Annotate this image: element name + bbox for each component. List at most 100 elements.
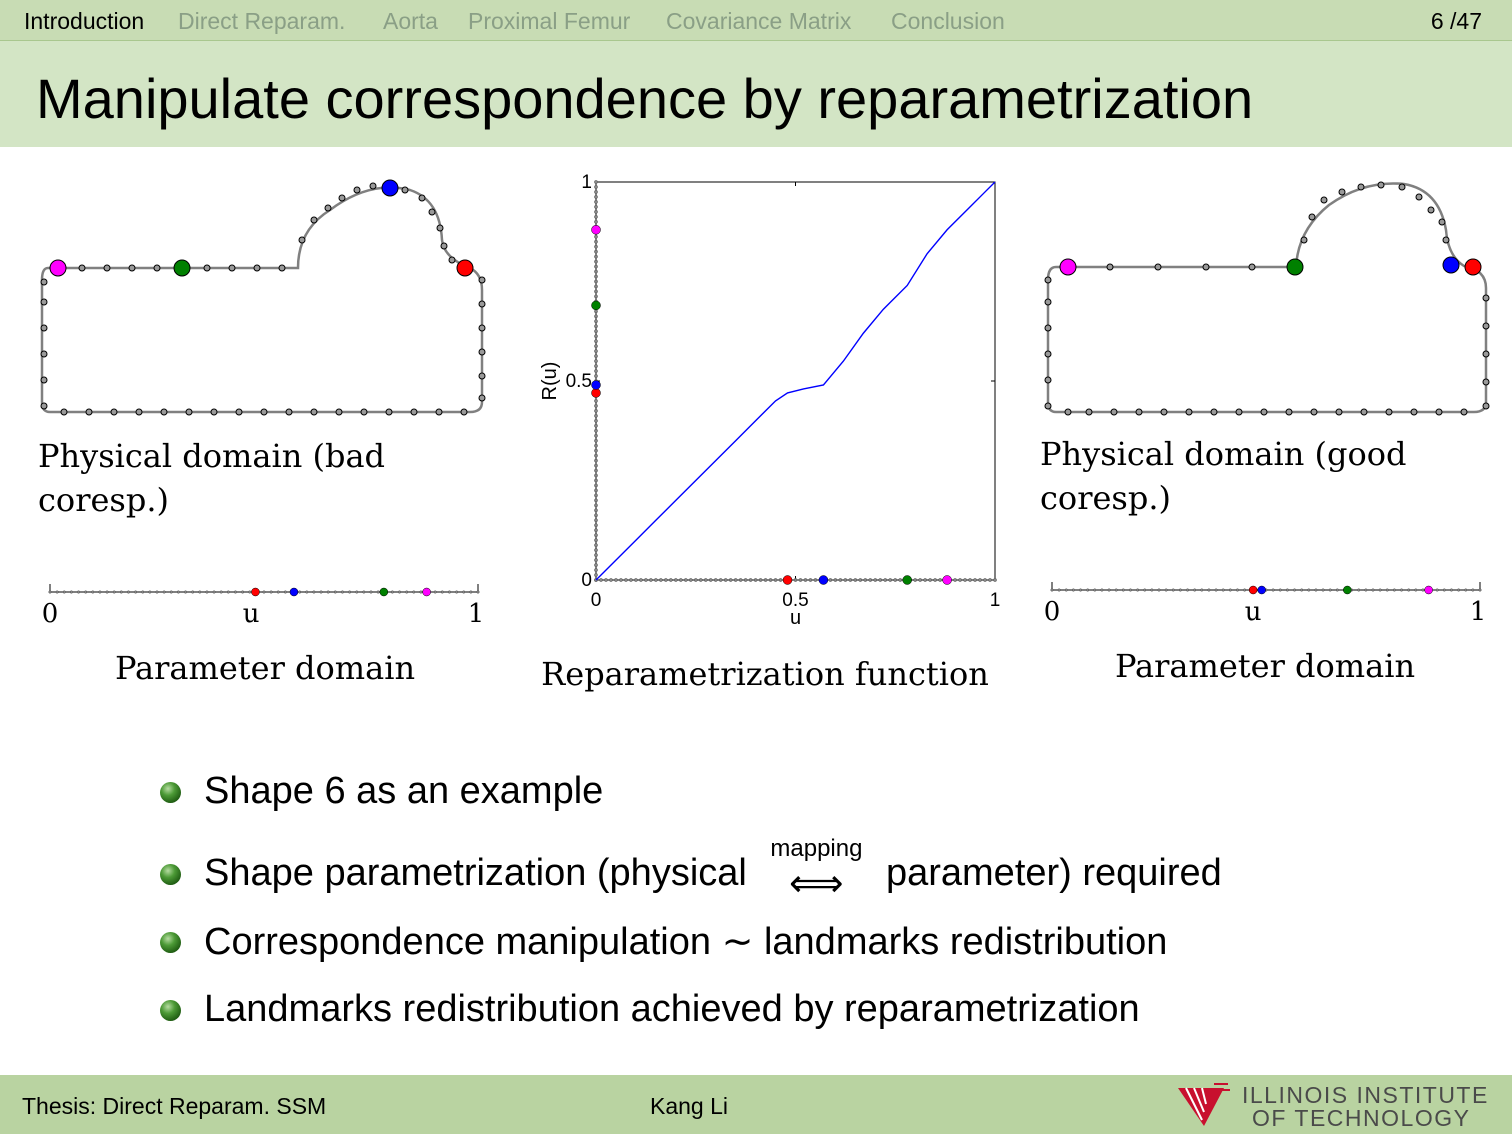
x-sample-point	[604, 578, 608, 582]
y-sample-point	[594, 205, 598, 209]
param-point	[398, 590, 402, 594]
slide-title: Manipulate correspondence by reparametri…	[36, 67, 1254, 130]
caption-physical-good-2: coresp.)	[1040, 479, 1171, 517]
param-point	[176, 590, 180, 594]
nav-item-aorta[interactable]: Aorta	[383, 8, 438, 34]
bullet-text: Shape 6 as an example	[204, 770, 604, 812]
param-axis-label-end: 1	[468, 599, 485, 629]
x-sample-point	[878, 578, 883, 582]
param-point	[1150, 588, 1154, 592]
param-point	[1064, 588, 1068, 592]
y-axis-label: R(u)	[539, 362, 561, 401]
y-sample-point	[594, 428, 598, 433]
param-point	[1385, 588, 1389, 592]
param-point	[226, 590, 230, 594]
param-point	[1136, 588, 1140, 592]
y-sample-point	[594, 523, 598, 528]
x-sample-point	[968, 578, 972, 582]
param-point	[191, 590, 195, 594]
logo-line-1: ILLINOIS INSTITUTE	[1242, 1082, 1489, 1108]
x-sample-point	[898, 578, 903, 582]
y-sample-point	[594, 418, 598, 423]
footer: Thesis: Direct Reparam. SSM Kang Li ILLI…	[0, 1075, 1512, 1134]
nav-item-conclusion[interactable]: Conclusion	[891, 8, 1005, 34]
param-landmark	[1343, 585, 1352, 595]
x-sample-point	[933, 578, 937, 582]
param-point	[298, 590, 302, 594]
param-point	[362, 590, 366, 594]
x-sample-point	[763, 578, 768, 582]
param-point	[1114, 588, 1118, 592]
param-point	[455, 590, 459, 594]
y-sample-point	[594, 399, 598, 403]
x-sample-point	[928, 578, 932, 582]
param-point	[241, 590, 245, 594]
param-point	[340, 590, 344, 594]
x-sample-point	[853, 578, 858, 582]
page-number: 6 /47	[1430, 8, 1482, 34]
param-point	[1235, 588, 1239, 592]
x-sample-point	[843, 578, 848, 582]
param-landmark	[1257, 585, 1266, 595]
landmark-green	[1286, 258, 1304, 276]
x-sample-point	[639, 578, 643, 582]
y-sample-point	[594, 284, 598, 289]
double-arrow-icon: ⟺	[789, 861, 844, 905]
mapping-arrow: mapping ⟺	[757, 836, 875, 906]
y-sample-point	[594, 329, 598, 334]
param-point	[333, 590, 337, 594]
section-nav: Introduction Direct Reparam. Aorta Proxi…	[0, 0, 1512, 41]
x-sample-point	[723, 578, 728, 582]
x-sample-point	[798, 578, 803, 582]
x-landmark	[818, 575, 829, 585]
x-sample-point	[768, 578, 773, 582]
y-sample-point	[594, 359, 598, 363]
param-point	[1449, 588, 1453, 592]
param-point	[305, 590, 309, 594]
x-sample-point	[644, 578, 648, 582]
y-landmark	[591, 225, 601, 235]
param-point	[369, 590, 373, 594]
x-sample-point	[923, 578, 927, 582]
param-point	[312, 590, 316, 594]
param-point	[1278, 588, 1282, 592]
x-sample-point	[624, 578, 628, 582]
x-sample-point	[793, 578, 798, 582]
x-sample-point	[873, 578, 878, 582]
param-point	[1157, 588, 1161, 592]
param-point	[1457, 588, 1461, 592]
x-sample-point	[609, 578, 613, 582]
param-point	[169, 590, 173, 594]
y-sample-point	[594, 468, 598, 473]
x-sample-point	[649, 578, 653, 582]
param-point	[126, 590, 130, 594]
y-sample-point	[594, 364, 598, 368]
x-sample-point	[848, 578, 853, 582]
param-point	[233, 590, 237, 594]
x-sample-point	[698, 578, 703, 582]
y-sample-point	[594, 314, 598, 319]
x-landmark	[902, 575, 912, 585]
param-point	[405, 590, 409, 594]
y-sample-point	[594, 423, 598, 428]
param-point	[198, 590, 202, 594]
y-sample-point	[594, 324, 598, 329]
param-point	[1421, 588, 1425, 592]
x-sample-point	[863, 578, 868, 582]
caption-physical-bad-2: coresp.)	[38, 481, 169, 519]
nav-item-direct-reparam[interactable]: Direct Reparam.	[178, 8, 346, 34]
nav-item-covariance-matrix[interactable]: Covariance Matrix	[666, 8, 852, 34]
nav-item-proximal-femur[interactable]: Proximal Femur	[468, 8, 631, 34]
param-point	[1357, 588, 1361, 592]
param-point	[476, 590, 480, 594]
y-sample-point	[594, 483, 598, 488]
x-sample-point	[868, 578, 873, 582]
param-point	[1200, 588, 1204, 592]
param-point	[84, 590, 88, 594]
param-point	[1478, 588, 1482, 592]
nav-item-introduction[interactable]: Introduction	[24, 8, 145, 34]
param-point	[1293, 588, 1297, 592]
landmark-blue	[1442, 256, 1460, 274]
y-sample-point	[594, 354, 598, 358]
param-axis-label-u: u	[243, 599, 260, 629]
